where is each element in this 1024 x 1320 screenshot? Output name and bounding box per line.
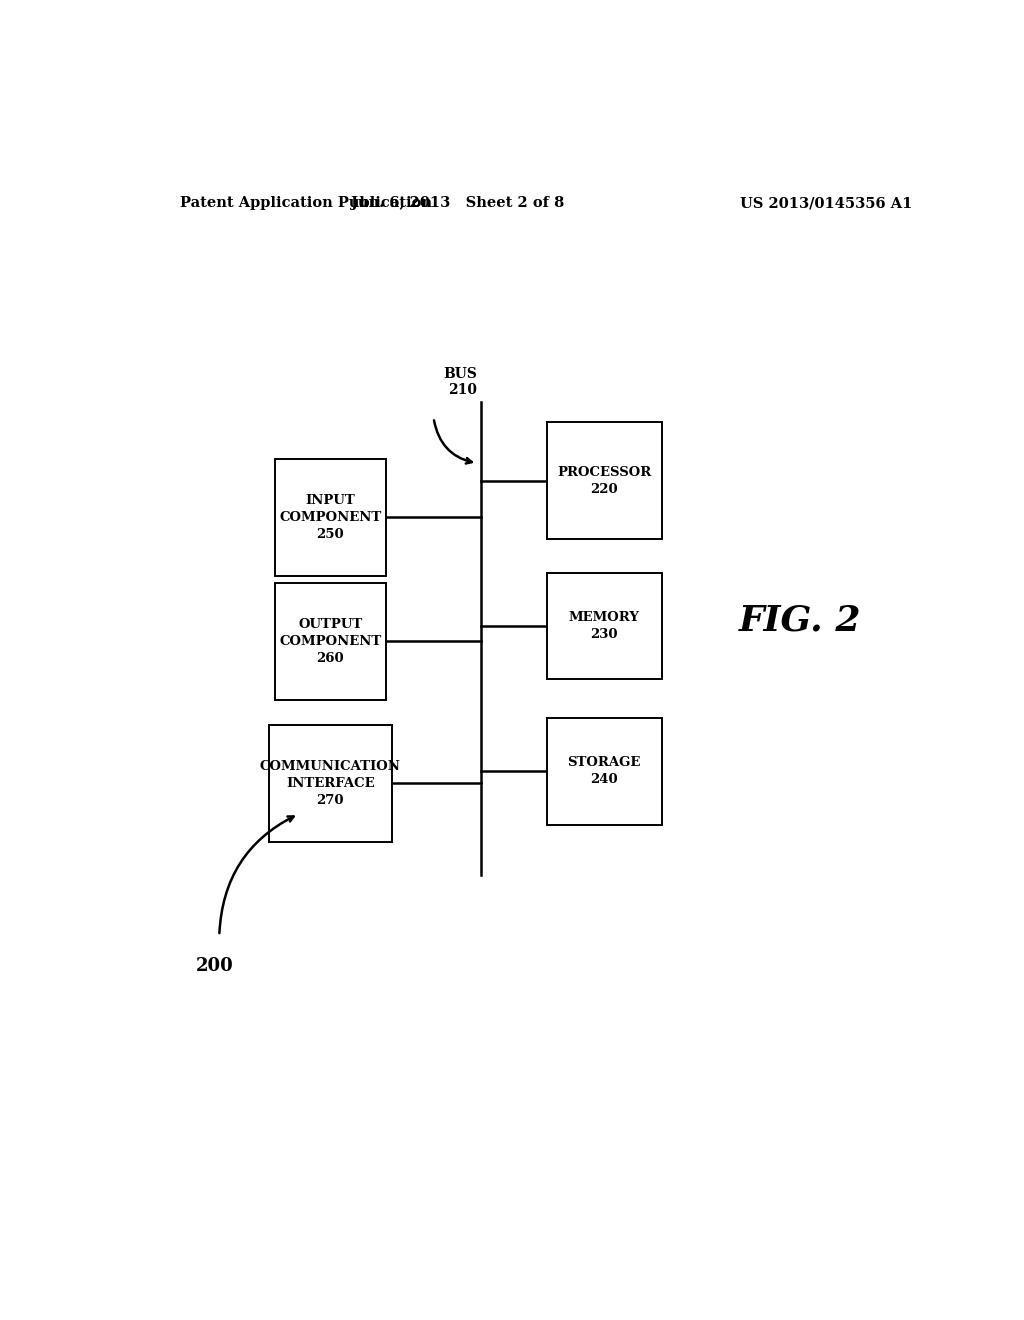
Bar (547, 573, 662, 680)
Bar (274, 459, 386, 576)
Text: BUS
210: BUS 210 (443, 367, 477, 397)
Text: INPUT
COMPONENT
250: INPUT COMPONENT 250 (280, 494, 382, 541)
Text: MEMORY
230: MEMORY 230 (568, 611, 640, 642)
Bar (274, 582, 386, 700)
Bar (269, 725, 392, 842)
Text: US 2013/0145356 A1: US 2013/0145356 A1 (740, 197, 912, 210)
Text: Jun. 6, 2013   Sheet 2 of 8: Jun. 6, 2013 Sheet 2 of 8 (350, 197, 564, 210)
Text: COMMUNICATION
INTERFACE
270: COMMUNICATION INTERFACE 270 (260, 760, 400, 807)
Text: PROCESSOR
220: PROCESSOR 220 (557, 466, 651, 495)
Text: 200: 200 (196, 957, 233, 975)
Bar (547, 718, 662, 825)
Text: Patent Application Publication: Patent Application Publication (179, 197, 431, 210)
Bar (547, 422, 662, 539)
Text: OUTPUT
COMPONENT
260: OUTPUT COMPONENT 260 (280, 618, 382, 665)
Text: FIG. 2: FIG. 2 (739, 603, 861, 638)
Text: STORAGE
240: STORAGE 240 (567, 756, 641, 787)
